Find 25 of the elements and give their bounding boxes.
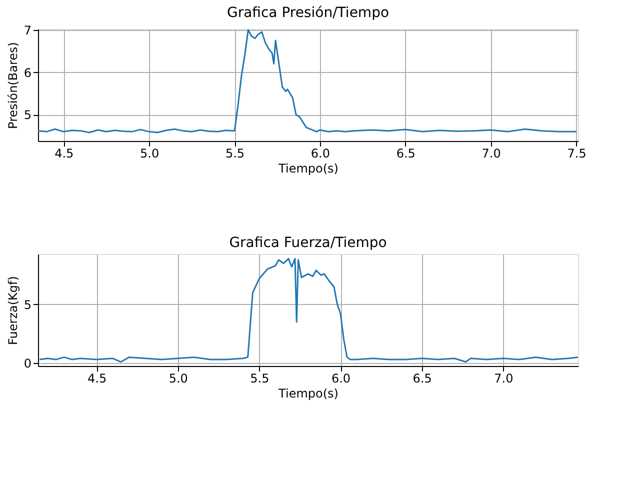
y-tick-label: 7 — [24, 23, 32, 38]
x-tick-label: 4.5 — [54, 146, 74, 160]
x-tick-label: 7.0 — [482, 146, 501, 160]
x-tick-label: 5.0 — [140, 146, 160, 160]
x-tick-label: 6.5 — [412, 372, 432, 386]
x-tick-label: 7.5 — [567, 146, 586, 160]
chart-title: Grafica Presión/Tiempo — [226, 4, 390, 21]
x-axis-title: Tiempo(s) — [278, 386, 338, 400]
x-tick-label: 7.0 — [494, 372, 514, 386]
x-tick-label: 6.5 — [396, 146, 416, 160]
y-axis-title: Presión(Bares) — [6, 42, 20, 129]
x-tick-label: 4.5 — [88, 372, 107, 386]
line-series — [38, 258, 578, 363]
y-axis-title: Fuerza(Kgf) — [6, 276, 20, 345]
x-tick-label: 6.0 — [310, 146, 330, 160]
x-tick-label: 5.5 — [250, 372, 270, 386]
y-tick-label: 6 — [24, 66, 32, 80]
x-tick-label: 5.0 — [168, 372, 188, 386]
x-axis-title: Tiempo(s) — [278, 162, 338, 176]
x-tick-label: 5.5 — [225, 146, 245, 160]
y-tick-label: 0 — [24, 356, 32, 371]
x-tick-label: 6.0 — [331, 372, 351, 386]
y-tick-label: 5 — [24, 298, 32, 312]
y-tick-label: 5 — [24, 108, 32, 122]
chart-title: Grafica Fuerza/Tiempo — [229, 235, 387, 251]
